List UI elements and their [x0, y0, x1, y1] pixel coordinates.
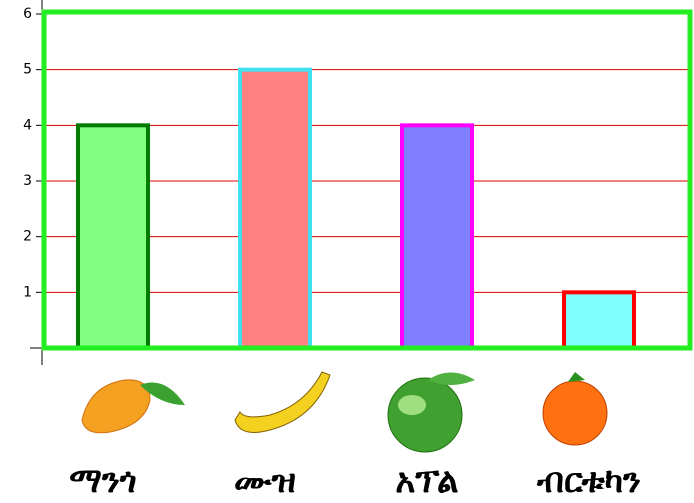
- bar: [76, 123, 150, 351]
- apple-icon: [387, 372, 475, 453]
- y-tick-label: 2: [23, 229, 32, 245]
- plot-frame: [41, 9, 693, 351]
- x-tick-label: ማንጎ: [69, 461, 137, 501]
- mango-icon: [81, 379, 185, 434]
- y-tick-label: 3: [23, 173, 32, 189]
- y-tick-label: 1: [23, 284, 32, 300]
- y-tick-label: 6: [23, 6, 32, 22]
- bar: [562, 290, 636, 351]
- y-tick-label: 4: [23, 117, 32, 133]
- x-tick-label: አፕል: [395, 461, 458, 501]
- orange-icon: [542, 372, 608, 446]
- bar: [400, 123, 474, 351]
- x-tick-label: ብርቱካን: [536, 461, 641, 501]
- banana-icon: [234, 371, 331, 433]
- y-tick-label: 5: [23, 62, 32, 78]
- bar: [238, 67, 312, 351]
- x-tick-label: ሙዝ: [234, 461, 296, 501]
